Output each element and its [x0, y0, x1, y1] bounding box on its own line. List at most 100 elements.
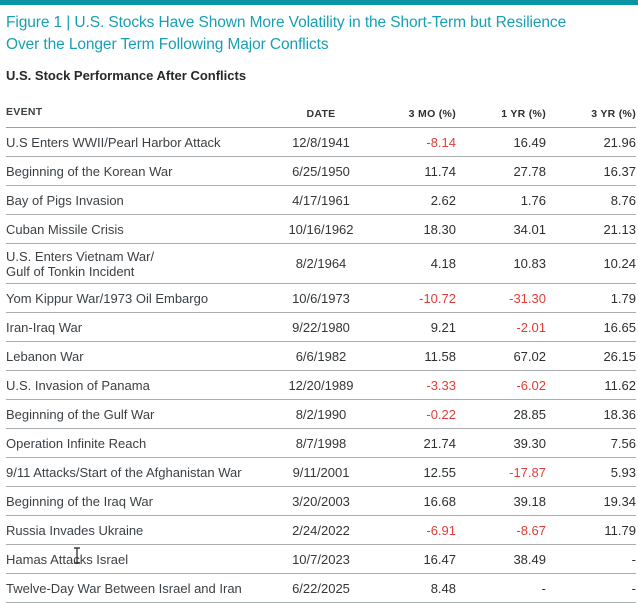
date-cell: 6/6/1982	[295, 348, 347, 364]
table-row: Bay of Pigs Invasion 4/17/1961 2.62 1.76 8.7…	[6, 186, 636, 215]
event-cell: Operation Infinite Reach	[6, 435, 147, 451]
value-1yr-cell: 27.78	[513, 163, 546, 179]
value-1yr-cell: 1.76	[520, 192, 546, 208]
table-row: Cuban Missile Crisis 10/16/1962 18.30 34.01…	[6, 215, 636, 244]
value-1yr-cell: -6.02	[516, 377, 546, 393]
event-cell: Russia Invades Ukraine	[6, 522, 144, 538]
accent-top-bar	[0, 0, 638, 5]
table-row: U.S. Invasion of Panama 12/20/1989 -3.33 -6…	[6, 371, 636, 400]
value-3mo-cell: 2.62	[430, 192, 456, 208]
value-3mo-cell: 11.58	[424, 348, 456, 364]
table-row: Beginning of the Gulf War 8/2/1990 -0.22 28…	[6, 400, 636, 429]
value-3mo-cell: -8.14	[426, 134, 456, 150]
value-3yr-cell: 1.79	[610, 290, 636, 306]
value-3yr-cell: 18.36	[603, 406, 636, 422]
value-1yr-cell: 28.85	[513, 406, 546, 422]
value-1yr-cell: 39.18	[513, 493, 546, 509]
date-cell: 4/17/1961	[292, 192, 350, 208]
date-cell: 12/20/1989	[288, 377, 354, 393]
event-cell: U.S Enters WWII/Pearl Harbor Attack	[6, 134, 221, 150]
value-3mo-cell: 16.47	[423, 551, 456, 567]
table-row: Iran-Iraq War 9/22/1980 9.21 -2.01 16.65	[6, 313, 636, 342]
event-cell: 9/11 Attacks/Start of the Afghanistan Wa…	[6, 464, 242, 480]
value-1yr-cell: 39.30	[513, 435, 546, 451]
value-1yr-cell: 67.02	[513, 348, 546, 364]
value-3yr-cell: 11.79	[604, 522, 636, 538]
value-3mo-cell: 18.30	[423, 221, 456, 237]
date-cell: 9/22/1980	[292, 319, 350, 335]
event-cell: Beginning of the Iraq War	[6, 493, 153, 509]
table-row: Lebanon War 6/6/1982 11.58 67.02 26.15	[6, 342, 636, 371]
value-3mo-cell: 9.21	[430, 319, 456, 335]
table-row: Russia Invades Ukraine 2/24/2022 -6.91 -8.6…	[6, 516, 636, 545]
event-cell: Iran-Iraq War	[6, 319, 83, 335]
value-1yr-cell: 10.83	[513, 256, 546, 271]
value-3mo-cell: 11.74	[424, 163, 456, 179]
column-header-3mo: 3 MO (%)	[408, 108, 456, 120]
event-cell: Hamas Attacks Israel	[6, 551, 129, 567]
date-cell: 10/16/1962	[288, 221, 354, 237]
event-cell: Bay of Pigs Invasion	[6, 192, 124, 208]
value-3yr-cell: -	[631, 551, 636, 567]
event-cell: U.S. Enters Vietnam War/ Gulf of Tonkin …	[6, 248, 155, 279]
table-row: Yom Kippur War/1973 Oil Embargo 10/6/1973…	[6, 284, 636, 313]
column-header-3yr: 3 YR (%)	[591, 108, 636, 120]
value-1yr-cell: -	[541, 580, 546, 596]
table-row: Beginning of the Iraq War 3/20/2003 16.68 3…	[6, 487, 636, 516]
date-cell: 6/25/1950	[292, 163, 350, 179]
column-header-event: EVENT	[6, 106, 43, 118]
value-3yr-cell: 19.34	[603, 493, 636, 509]
date-cell: 6/22/2025	[292, 580, 350, 596]
value-3mo-cell: 16.68	[423, 493, 456, 509]
event-cell: Twelve-Day War Between Israel and Iran	[6, 580, 242, 596]
column-header-date: DATE	[306, 108, 336, 120]
value-3mo-cell: -3.33	[426, 377, 456, 393]
value-1yr-cell: 16.49	[513, 134, 546, 150]
value-3yr-cell: 8.76	[610, 192, 636, 208]
date-cell: 8/2/1964	[295, 256, 347, 271]
date-cell: 8/7/1998	[295, 435, 347, 451]
event-cell: Lebanon War	[6, 348, 84, 364]
value-1yr-cell: -8.67	[516, 522, 546, 538]
value-3yr-cell: 11.62	[604, 377, 636, 393]
value-3mo-cell: -10.72	[419, 290, 456, 306]
date-cell: 2/24/2022	[292, 522, 350, 538]
value-3yr-cell: 26.15	[603, 348, 636, 364]
date-cell: 10/7/2023	[292, 551, 350, 567]
value-3yr-cell: 16.65	[603, 319, 636, 335]
value-1yr-cell: -2.01	[516, 319, 546, 335]
value-3yr-cell: 7.56	[610, 435, 636, 451]
value-1yr-cell: 34.01	[513, 221, 546, 237]
date-cell: 3/20/2003	[292, 493, 350, 509]
value-3mo-cell: 8.48	[430, 580, 456, 596]
table-header-row: EVENT DATE 3 MO (%) 1 YR (%) 3 YR (%)	[6, 84, 636, 128]
performance-table: EVENT DATE 3 MO (%) 1 YR (%) 3 YR (%) U.…	[0, 84, 638, 603]
table-row: U.S Enters WWII/Pearl Harbor Attack 12/8/…	[6, 128, 636, 157]
event-cell: Beginning of the Gulf War	[6, 406, 155, 422]
value-3yr-cell: 21.96	[603, 134, 636, 150]
value-3mo-cell: -6.91	[426, 522, 456, 538]
table-row: Hamas Attacks Israel 10/7/2023 16.47 38.49 -	[6, 545, 636, 574]
value-3yr-cell: 16.37	[603, 163, 636, 179]
date-cell: 8/2/1990	[295, 406, 347, 422]
value-1yr-cell: -17.87	[509, 464, 546, 480]
date-cell: 10/6/1973	[292, 290, 350, 306]
value-3mo-cell: -0.22	[426, 406, 456, 422]
value-3yr-cell: 21.13	[603, 221, 636, 237]
figure-subtitle: U.S. Stock Performance After Conflicts	[6, 68, 247, 83]
value-3yr-cell: -	[631, 580, 636, 596]
table-row: Twelve-Day War Between Israel and Iran 6/…	[6, 574, 636, 603]
event-cell: Cuban Missile Crisis	[6, 221, 124, 237]
value-3mo-cell: 21.74	[423, 435, 456, 451]
date-cell: 9/11/2001	[292, 464, 350, 480]
event-cell: Beginning of the Korean War	[6, 163, 173, 179]
value-3yr-cell: 10.24	[603, 256, 636, 271]
event-cell: U.S. Invasion of Panama	[6, 377, 150, 393]
table-row: Operation Infinite Reach 8/7/1998 21.74 39.…	[6, 429, 636, 458]
table-row: U.S. Enters Vietnam War/ Gulf of Tonkin …	[6, 244, 636, 284]
event-cell: Yom Kippur War/1973 Oil Embargo	[6, 290, 209, 306]
table-row: Beginning of the Korean War 6/25/1950 11.7…	[6, 157, 636, 186]
figure-title: Figure 1 | U.S. Stocks Have Shown More V…	[6, 14, 567, 53]
column-header-1yr: 1 YR (%)	[501, 108, 546, 120]
value-3mo-cell: 12.55	[423, 464, 456, 480]
